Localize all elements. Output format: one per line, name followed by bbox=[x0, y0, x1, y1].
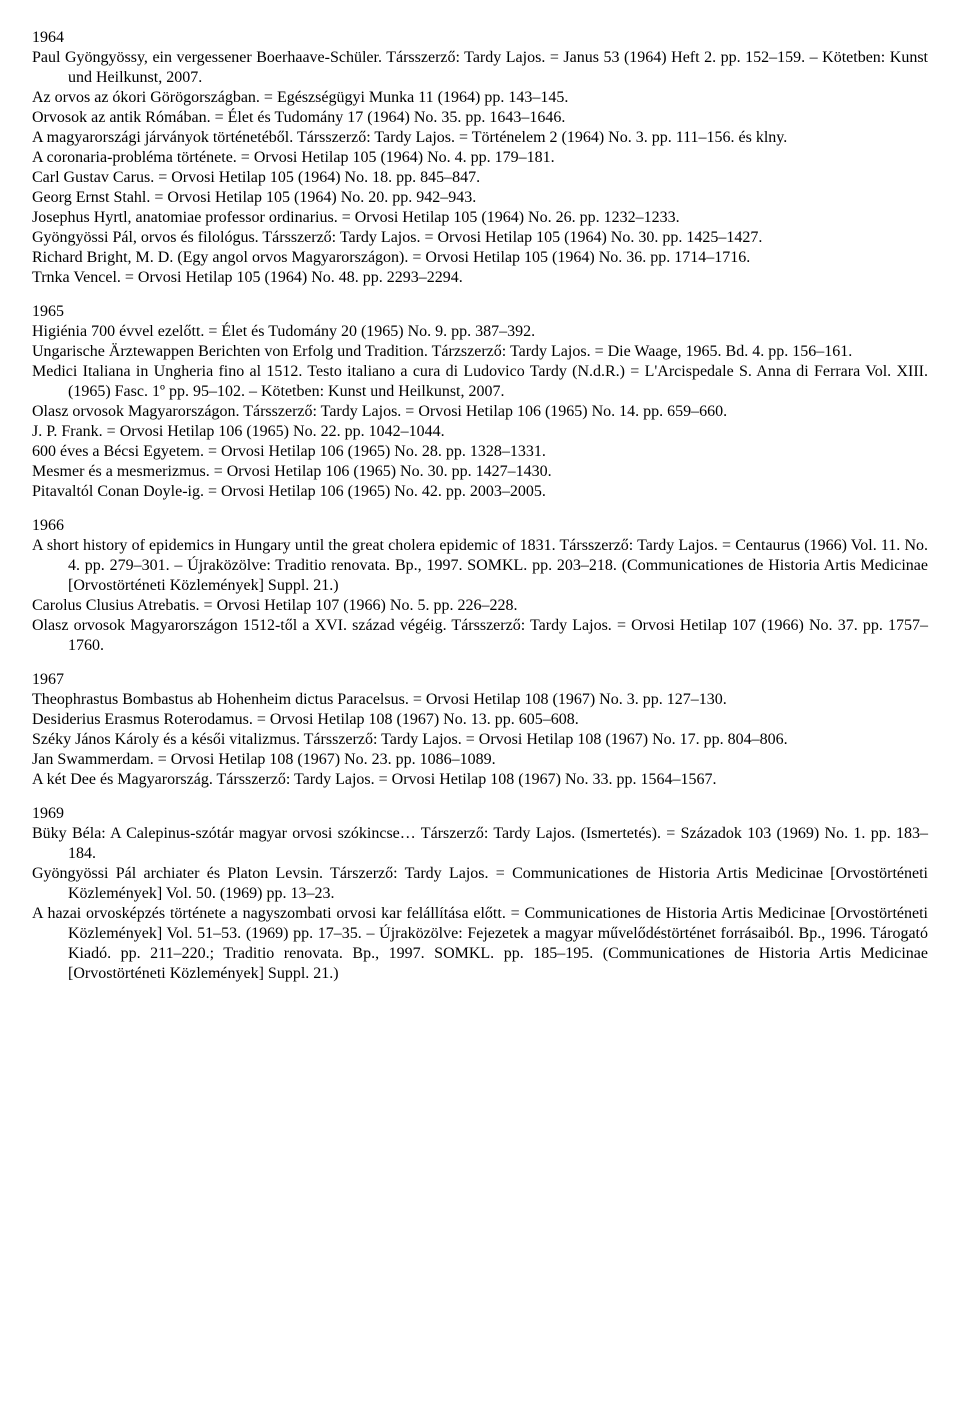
bibliography-entry: Széky János Károly és a késői vitalizmus… bbox=[32, 730, 928, 750]
bibliography-document: 1964Paul Gyöngyössy, ein vergessener Boe… bbox=[32, 28, 928, 984]
year-section: 1969Büky Béla: A Calepinus-szótár magyar… bbox=[32, 804, 928, 984]
year-section: 1966A short history of epidemics in Hung… bbox=[32, 516, 928, 656]
bibliography-entry: Gyöngyössi Pál, orvos és filológus. Társ… bbox=[32, 228, 928, 248]
bibliography-entry: A hazai orvosképzés története a nagyszom… bbox=[32, 904, 928, 984]
bibliography-entry: Mesmer és a mesmerizmus. = Orvosi Hetila… bbox=[32, 462, 928, 482]
bibliography-entry: Trnka Vencel. = Orvosi Hetilap 105 (1964… bbox=[32, 268, 928, 288]
year-heading: 1969 bbox=[32, 804, 928, 824]
year-section: 1965Higiénia 700 évvel ezelőtt. = Élet é… bbox=[32, 302, 928, 502]
year-heading: 1964 bbox=[32, 28, 928, 48]
year-heading: 1966 bbox=[32, 516, 928, 536]
bibliography-entry: J. P. Frank. = Orvosi Hetilap 106 (1965)… bbox=[32, 422, 928, 442]
bibliography-entry: Richard Bright, M. D. (Egy angol orvos M… bbox=[32, 248, 928, 268]
bibliography-entry: Olasz orvosok Magyarországon. Társszerző… bbox=[32, 402, 928, 422]
bibliography-entry: 600 éves a Bécsi Egyetem. = Orvosi Hetil… bbox=[32, 442, 928, 462]
bibliography-entry: Jan Swammerdam. = Orvosi Hetilap 108 (19… bbox=[32, 750, 928, 770]
bibliography-entry: Pitavaltól Conan Doyle-ig. = Orvosi Heti… bbox=[32, 482, 928, 502]
bibliography-entry: Theophrastus Bombastus ab Hohenheim dict… bbox=[32, 690, 928, 710]
bibliography-entry: Carolus Clusius Atrebatis. = Orvosi Heti… bbox=[32, 596, 928, 616]
bibliography-entry: A coronaria-probléma története. = Orvosi… bbox=[32, 148, 928, 168]
bibliography-entry: Medici Italiana in Ungheria fino al 1512… bbox=[32, 362, 928, 402]
year-heading: 1965 bbox=[32, 302, 928, 322]
bibliography-entry: Carl Gustav Carus. = Orvosi Hetilap 105 … bbox=[32, 168, 928, 188]
bibliography-entry: Gyöngyössi Pál archiater és Platon Levsi… bbox=[32, 864, 928, 904]
bibliography-entry: Orvosok az antik Rómában. = Élet és Tudo… bbox=[32, 108, 928, 128]
bibliography-entry: A magyarországi járványok történetéből. … bbox=[32, 128, 928, 148]
bibliography-entry: Ungarische Ärztewappen Berichten von Erf… bbox=[32, 342, 928, 362]
bibliography-entry: Josephus Hyrtl, anatomiae professor ordi… bbox=[32, 208, 928, 228]
year-section: 1967Theophrastus Bombastus ab Hohenheim … bbox=[32, 670, 928, 790]
bibliography-entry: Georg Ernst Stahl. = Orvosi Hetilap 105 … bbox=[32, 188, 928, 208]
bibliography-entry: Olasz orvosok Magyarországon 1512-től a … bbox=[32, 616, 928, 656]
bibliography-entry: Desiderius Erasmus Roterodamus. = Orvosi… bbox=[32, 710, 928, 730]
bibliography-entry: Büky Béla: A Calepinus-szótár magyar orv… bbox=[32, 824, 928, 864]
bibliography-entry: A short history of epidemics in Hungary … bbox=[32, 536, 928, 596]
year-section: 1964Paul Gyöngyössy, ein vergessener Boe… bbox=[32, 28, 928, 288]
bibliography-entry: A két Dee és Magyarország. Társszerző: T… bbox=[32, 770, 928, 790]
year-heading: 1967 bbox=[32, 670, 928, 690]
bibliography-entry: Paul Gyöngyössy, ein vergessener Boerhaa… bbox=[32, 48, 928, 88]
bibliography-entry: Az orvos az ókori Görögországban. = Egés… bbox=[32, 88, 928, 108]
bibliography-entry: Higiénia 700 évvel ezelőtt. = Élet és Tu… bbox=[32, 322, 928, 342]
